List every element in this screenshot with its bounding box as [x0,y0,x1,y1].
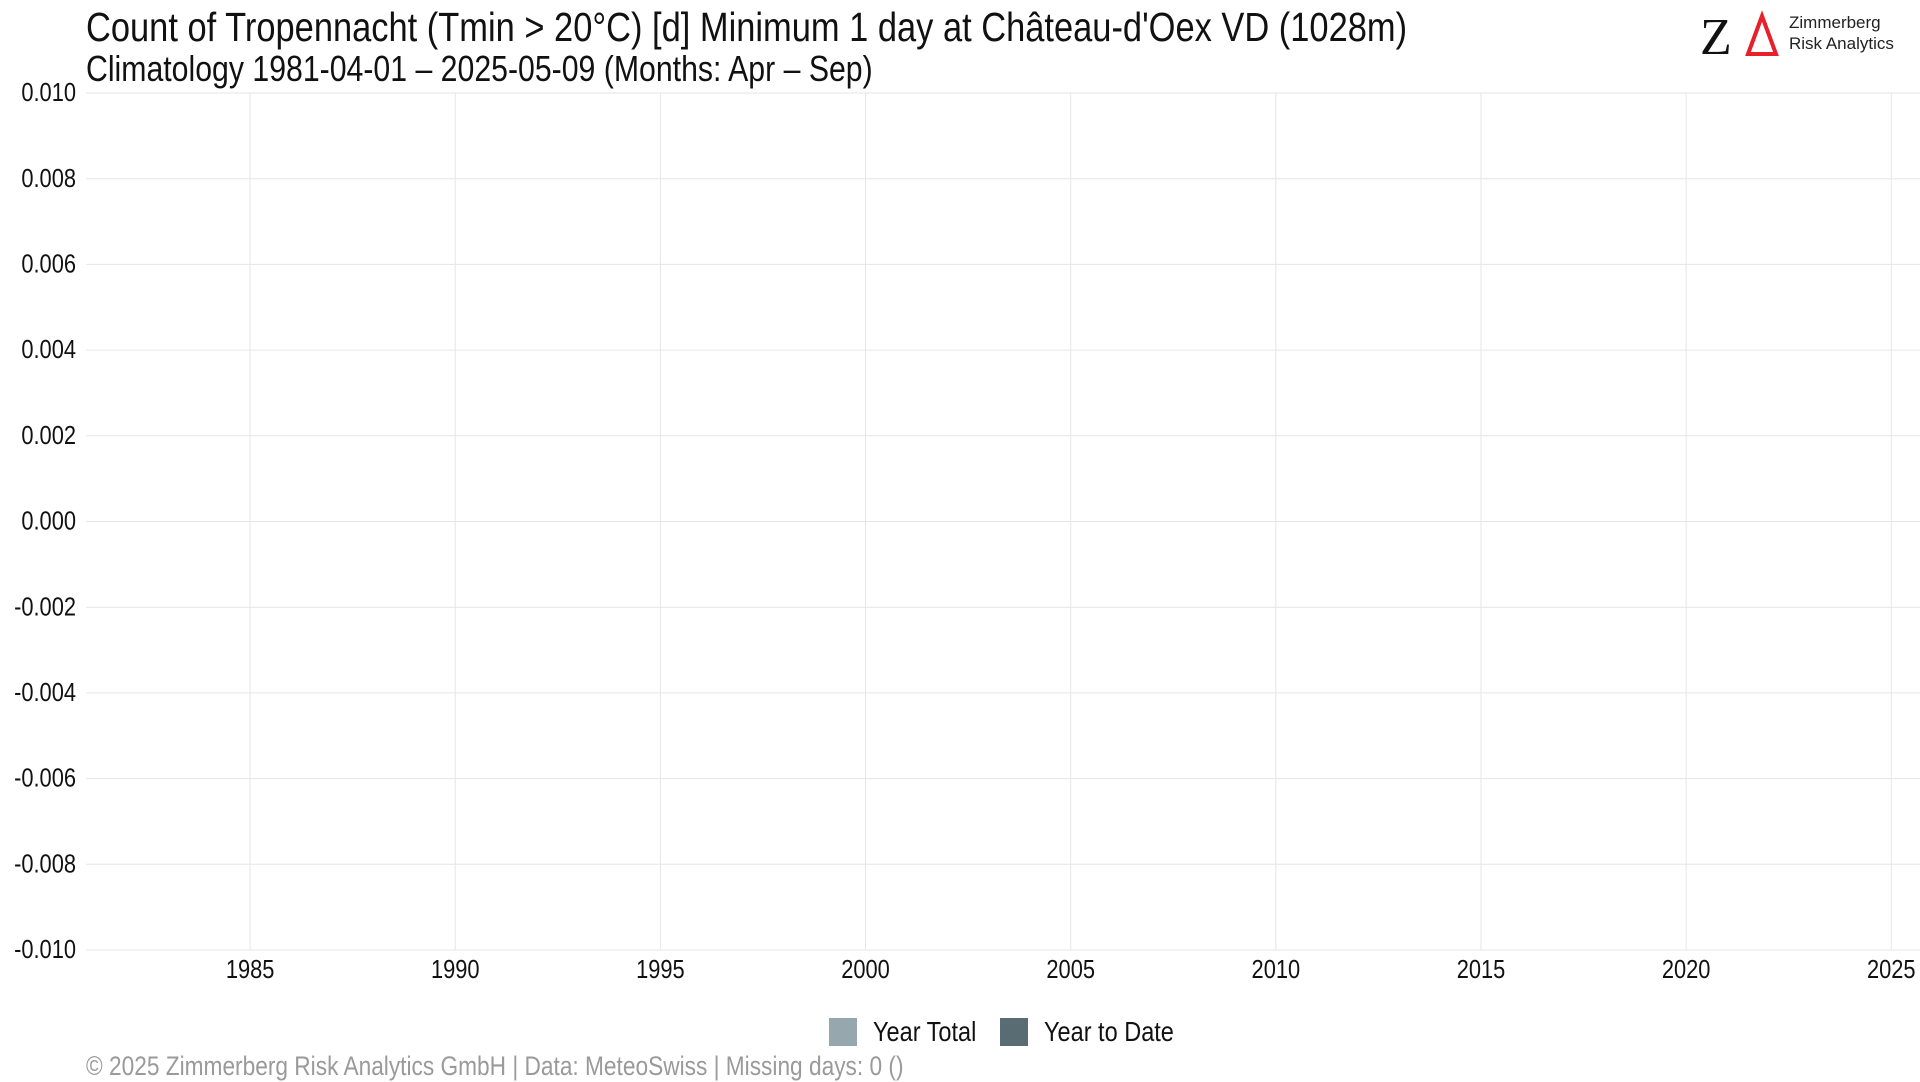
logo-mark: Z [1700,9,1779,66]
logo-z-letter: Z [1700,9,1732,66]
logo-line-1: Zimmerberg [1789,13,1881,32]
y-tick-label: -0.008 [14,850,76,879]
y-tick-label: 0.002 [21,421,76,450]
y-tick-label: 0.000 [21,507,76,536]
chart-title: Count of Tropennacht (Tmin > 20°C) [d] M… [86,4,1408,50]
y-tick-label: -0.006 [14,764,76,793]
x-tick-label: 1985 [226,955,275,984]
x-tick-label: 2020 [1662,955,1711,984]
logo-delta-icon [1745,10,1779,56]
x-tick-label: 1995 [636,955,685,984]
x-tick-label: 2005 [1046,955,1095,984]
x-tick-label: 2015 [1457,955,1506,984]
grid-lines [86,92,1920,951]
x-tick-label: 1990 [431,955,480,984]
y-tick-label: -0.004 [14,678,76,707]
legend-swatch-year-to-date [1000,1018,1028,1046]
y-tick-label: 0.006 [21,250,76,279]
y-tick-label: -0.002 [14,593,76,622]
chart-subtitle: Climatology 1981-04-01 – 2025-05-09 (Mon… [86,48,873,89]
chart-area: 0.010 0.008 0.006 0.004 0.002 0.000 -0.002 -0.0… [14,78,1920,985]
y-axis-ticks: 0.010 0.008 0.006 0.004 0.002 0.000 -0.002 -0.0… [14,78,76,964]
legend-label-year-total: Year Total [873,1016,977,1047]
y-tick-label: 0.008 [21,164,76,193]
x-tick-label: 2000 [841,955,890,984]
y-tick-label: -0.010 [14,935,76,964]
logo-text: Zimmerberg Risk Analytics [1789,12,1894,54]
y-tick-label: 0.010 [21,78,76,107]
x-axis-ticks: 1985 1990 1995 2000 2005 2010 2015 2020 2025 [226,955,1916,984]
footer-copyright: © 2025 Zimmerberg Risk Analytics GmbH | … [86,1051,904,1081]
logo-line-2: Risk Analytics [1789,34,1894,53]
x-tick-label: 2025 [1867,955,1916,984]
legend-label-year-to-date: Year to Date [1044,1016,1174,1047]
legend-swatch-year-total [829,1018,857,1046]
company-logo: Z Zimmerberg Risk Analytics [1700,6,1900,66]
y-tick-label: 0.004 [21,335,76,364]
x-tick-label: 2010 [1252,955,1301,984]
